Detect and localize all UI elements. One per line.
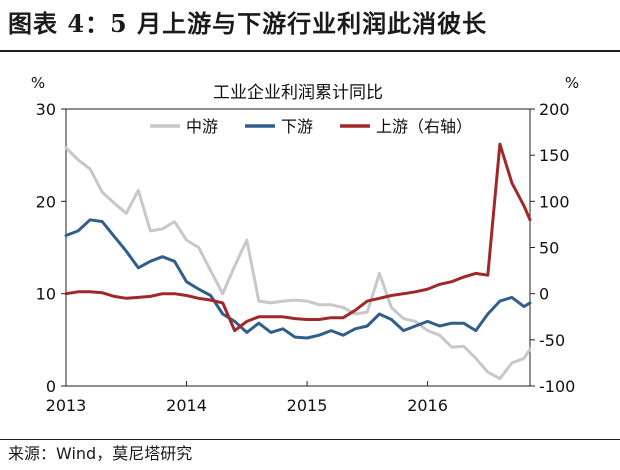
y-right-tick-label: 50 [539, 239, 559, 258]
y-left-unit: % [31, 74, 45, 92]
series-line-2 [64, 218, 532, 340]
series-line-1 [64, 146, 532, 381]
y-left-tick-label: 20 [36, 192, 56, 211]
y-right-tick-label: 0 [539, 285, 549, 304]
y-right-unit: % [565, 74, 579, 92]
x-tick-label: 2014 [166, 396, 207, 415]
legend-label: 中游 [186, 117, 218, 136]
x-tick-label: 2015 [287, 396, 328, 415]
y-left-tick-label: 10 [36, 285, 56, 304]
chart-title: 工业企业利润累计同比 [213, 83, 383, 103]
plot-frame [65, 108, 531, 387]
y-right-tick-label: -50 [539, 331, 565, 350]
x-tick-label: 2013 [46, 396, 87, 415]
y-right-tick-label: 150 [539, 146, 570, 165]
legend-label: 下游 [281, 117, 313, 136]
y-left-tick-label: 0 [46, 377, 56, 396]
figure-title: 图表 4：5 月上游与下游行业利润此消彼长 [8, 9, 488, 38]
x-tick-label: 2016 [407, 396, 448, 415]
y-right-tick-label: -100 [539, 377, 575, 396]
series-line-3 [64, 142, 532, 333]
y-right-tick-label: 200 [539, 100, 570, 119]
source-note: 来源：Wind，莫尼塔研究 [8, 444, 193, 463]
top-divider [0, 50, 620, 52]
y-left-tick-label: 30 [36, 100, 56, 119]
legend-label: 上游（右轴） [376, 117, 472, 136]
y-right-tick-label: 100 [539, 192, 570, 211]
line-chart: 工业企业利润累计同比 % % 0 10 20 30 -100 -50 0 50 100 150 20… [31, 74, 579, 415]
bottom-divider [0, 439, 620, 440]
